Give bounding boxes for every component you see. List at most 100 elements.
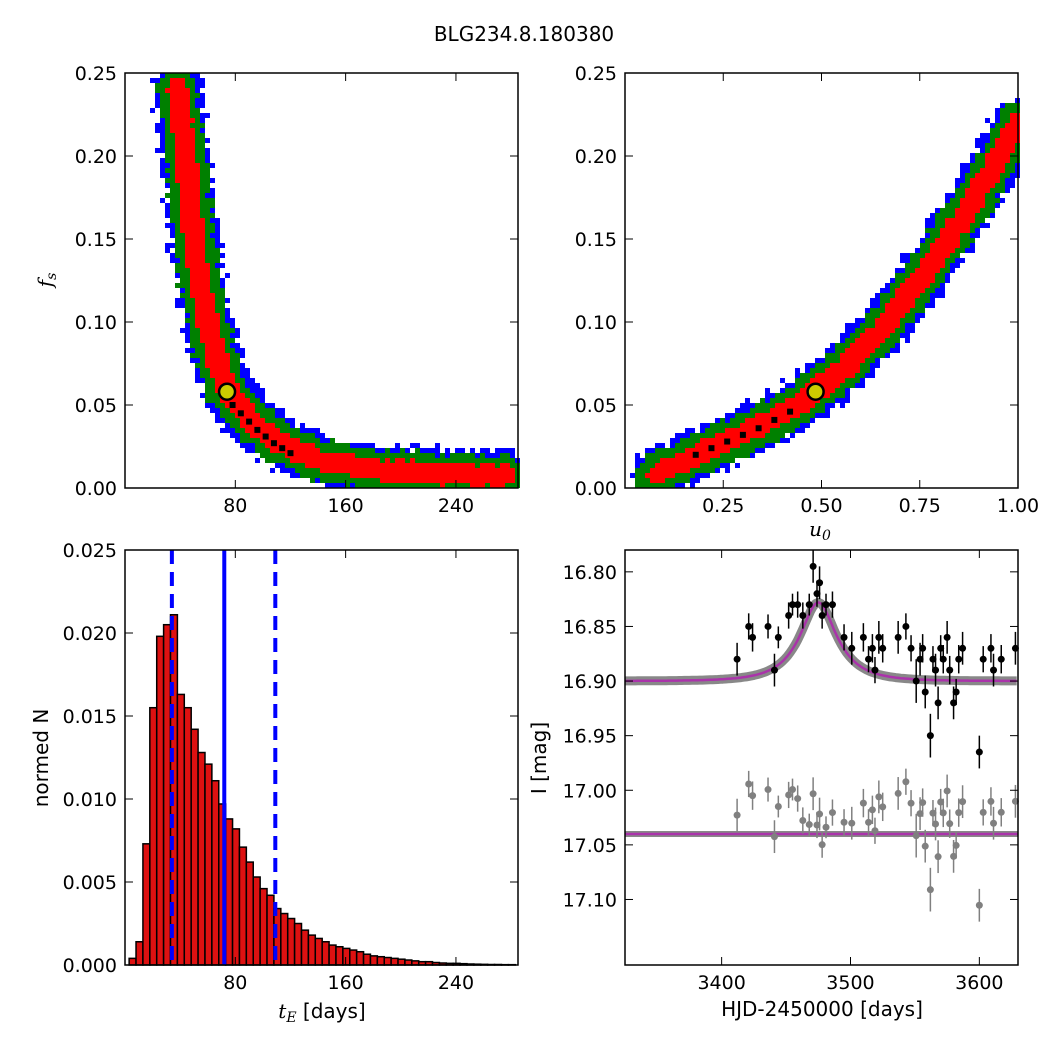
posterior-cell [865, 333, 870, 338]
posterior-cell [200, 103, 205, 108]
posterior-cell [205, 253, 210, 258]
posterior-cell [395, 483, 400, 488]
posterior-cell [275, 413, 280, 418]
posterior-cell [655, 453, 660, 458]
posterior-cell [180, 218, 185, 223]
posterior-cell [700, 453, 705, 458]
panel-fs-vs-tE-frame [124, 72, 519, 489]
posterior-cell [390, 478, 395, 483]
posterior-cell [265, 423, 270, 428]
posterior-cell [990, 213, 995, 218]
posterior-cell [185, 263, 190, 268]
posterior-cell [205, 173, 210, 178]
best-fit-cell [708, 445, 715, 452]
posterior-cell [200, 123, 205, 128]
posterior-cell [220, 363, 225, 368]
posterior-cell [400, 483, 405, 488]
posterior-cell [750, 428, 755, 433]
posterior-cell [235, 413, 240, 418]
posterior-cell [165, 138, 170, 143]
posterior-cell [975, 143, 980, 148]
posterior-cell [240, 433, 245, 438]
posterior-cell [860, 383, 865, 388]
posterior-cell [215, 248, 220, 253]
posterior-cell [205, 318, 210, 323]
best-fit-cell [739, 431, 746, 438]
posterior-cell [905, 333, 910, 338]
posterior-cell [455, 478, 460, 483]
posterior-cell [415, 458, 420, 463]
posterior-cell [265, 413, 270, 418]
y-tick-label: 0.05 [75, 395, 117, 417]
posterior-cell [185, 83, 190, 88]
posterior-cell [275, 418, 280, 423]
posterior-cell [940, 243, 945, 248]
posterior-cell [865, 358, 870, 363]
data-point [952, 688, 960, 696]
posterior-cell [210, 178, 215, 183]
posterior-cell [195, 193, 200, 198]
data-point [916, 655, 924, 663]
posterior-cell [675, 483, 680, 488]
posterior-cell [650, 463, 655, 468]
posterior-cell [290, 423, 295, 428]
posterior-cell [190, 328, 195, 333]
posterior-cell [875, 303, 880, 308]
posterior-cell [315, 448, 320, 453]
posterior-cell [180, 238, 185, 243]
histogram-bar [293, 922, 303, 966]
posterior-cell [460, 463, 465, 468]
posterior-cell [665, 478, 670, 483]
posterior-cell [635, 473, 640, 478]
posterior-cell [175, 253, 180, 258]
posterior-cell [190, 173, 195, 178]
posterior-cell [240, 348, 245, 353]
posterior-cell [335, 483, 340, 488]
posterior-cell [835, 373, 840, 378]
posterior-cell [470, 478, 475, 483]
posterior-cell [180, 273, 185, 278]
posterior-cell [205, 148, 210, 153]
posterior-cell [930, 248, 935, 253]
posterior-cell [355, 483, 360, 488]
posterior-cell [210, 343, 215, 348]
posterior-cell [205, 178, 210, 183]
posterior-cell [915, 308, 920, 313]
posterior-cell [455, 463, 460, 468]
posterior-cell [815, 363, 820, 368]
posterior-cell [260, 443, 265, 448]
posterior-cell [210, 203, 215, 208]
y-tick-label: 0.015 [63, 706, 117, 728]
best-fit-marker [217, 382, 237, 401]
posterior-cell [260, 388, 265, 393]
posterior-cell [995, 113, 1000, 118]
posterior-cell [430, 473, 435, 478]
posterior-cell [200, 373, 205, 378]
posterior-cell [945, 213, 950, 218]
posterior-cell [480, 463, 485, 468]
x-tick-label: 3500 [826, 972, 874, 994]
y-tick-label: 0.010 [63, 789, 117, 811]
posterior-cell [780, 398, 785, 403]
posterior-cell [215, 328, 220, 333]
posterior-cell [290, 433, 295, 438]
posterior-cell [700, 433, 705, 438]
posterior-cell [395, 473, 400, 478]
posterior-cell [480, 448, 485, 453]
posterior-cell [975, 233, 980, 238]
posterior-cell [905, 313, 910, 318]
posterior-cell [400, 478, 405, 483]
posterior-cell [190, 313, 195, 318]
posterior-cell [875, 328, 880, 333]
posterior-cell [420, 453, 425, 458]
posterior-cell [470, 483, 475, 488]
residual-point [907, 799, 915, 807]
posterior-cell [930, 233, 935, 238]
posterior-cell [165, 173, 170, 178]
posterior-cell [190, 78, 195, 83]
posterior-cell [965, 198, 970, 203]
posterior-cell [795, 388, 800, 393]
posterior-cell [935, 243, 940, 248]
posterior-cell [200, 378, 205, 383]
posterior-cell [990, 123, 995, 128]
